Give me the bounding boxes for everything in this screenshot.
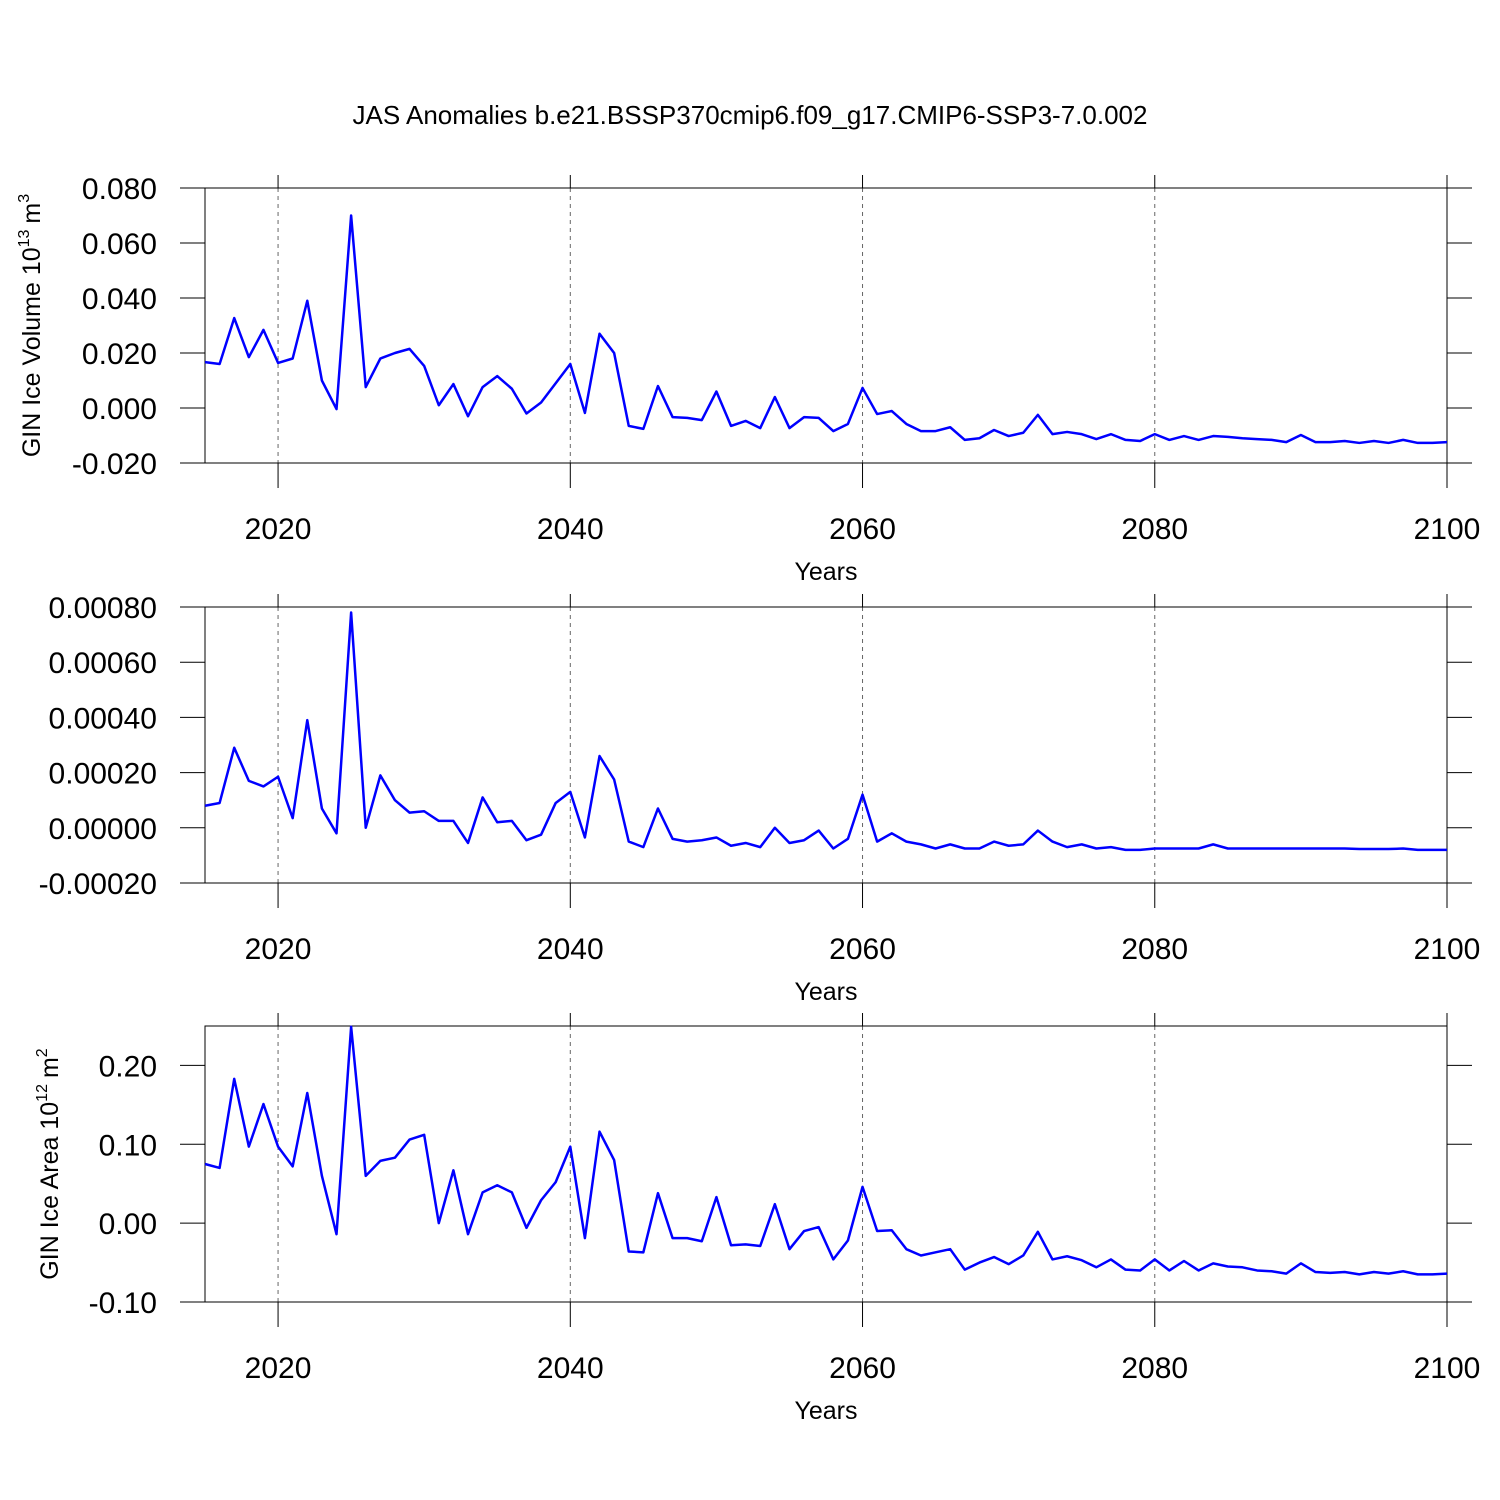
- data-line: [204, 214, 1448, 445]
- y-tick-label: 0.00040: [49, 702, 157, 735]
- x-tick-label: 2080: [1121, 1352, 1188, 1385]
- x-tick-label: 2040: [537, 513, 604, 546]
- x-tick-label: 2080: [1121, 933, 1188, 966]
- y-axis-label: GIN Ice Volume 1013 m3: [16, 194, 46, 457]
- y-axis-label-part: m: [0, 608, 2, 629]
- plot-frame: [204, 606, 1448, 884]
- y-axis-label-part: GIN Ice Area 10: [36, 1102, 64, 1280]
- y-axis-label-part: GIN Snow Volume 10: [0, 652, 2, 891]
- x-axis-label: Years: [794, 1397, 857, 1425]
- y-axis-label-exponent: 12: [34, 1084, 51, 1102]
- y-tick-label: 0.00: [99, 1208, 157, 1241]
- x-axis-label: Years: [794, 558, 857, 586]
- data-line: [204, 611, 1447, 852]
- y-tick-label: 0.020: [82, 338, 157, 371]
- y-tick-label: 0.000: [82, 393, 157, 426]
- x-tick-label: 2040: [537, 933, 604, 966]
- y-tick-label: -0.10: [89, 1287, 157, 1320]
- y-tick-label: 0.10: [99, 1129, 157, 1162]
- y-tick-label: 0.20: [99, 1050, 157, 1083]
- figure-title: JAS Anomalies b.e21.BSSP370cmip6.f09_g17…: [353, 100, 1148, 130]
- y-tick-label: 0.00020: [49, 758, 157, 791]
- x-tick-label: 2080: [1121, 513, 1188, 546]
- y-tick-label: 0.00060: [49, 647, 157, 680]
- y-tick-label: 0.080: [82, 173, 157, 206]
- x-tick-label: 2100: [1414, 1352, 1481, 1385]
- y-axis-label: GIN Snow Volume 1013m3: [0, 599, 2, 892]
- x-tick-label: 2020: [245, 933, 312, 966]
- y-tick-label: 0.040: [82, 283, 157, 316]
- y-axis-label-exponent: 2: [34, 1048, 51, 1057]
- x-tick-label: 2100: [1414, 933, 1481, 966]
- y-tick-label: -0.00020: [39, 868, 157, 901]
- y-tick-label: 0.060: [82, 228, 157, 261]
- x-tick-label: 2040: [537, 1352, 604, 1385]
- x-tick-label: 2060: [829, 1352, 896, 1385]
- y-axis-label-exponent: 3: [16, 194, 33, 203]
- x-tick-label: 2060: [829, 513, 896, 546]
- x-tick-label: 2020: [245, 513, 312, 546]
- y-axis-label-exponent: 13: [16, 229, 33, 247]
- x-tick-label: 2060: [829, 933, 896, 966]
- y-tick-label: 0.00000: [49, 813, 157, 846]
- y-axis-label-part: GIN Ice Volume 10: [18, 247, 46, 457]
- y-axis-label-part: m: [36, 1057, 64, 1078]
- y-tick-label: -0.020: [72, 448, 157, 481]
- y-tick-label: 0.00080: [49, 592, 157, 625]
- y-axis-label: GIN Ice Area 1012 m2: [34, 1048, 64, 1280]
- plot-frame: [204, 1025, 1448, 1303]
- plot-frame: [204, 187, 1448, 464]
- x-tick-label: 2020: [245, 1352, 312, 1385]
- y-axis-label-part: m: [18, 203, 46, 224]
- data-line: [204, 1025, 1448, 1276]
- x-tick-label: 2100: [1414, 513, 1481, 546]
- x-axis-label: Years: [794, 978, 857, 1006]
